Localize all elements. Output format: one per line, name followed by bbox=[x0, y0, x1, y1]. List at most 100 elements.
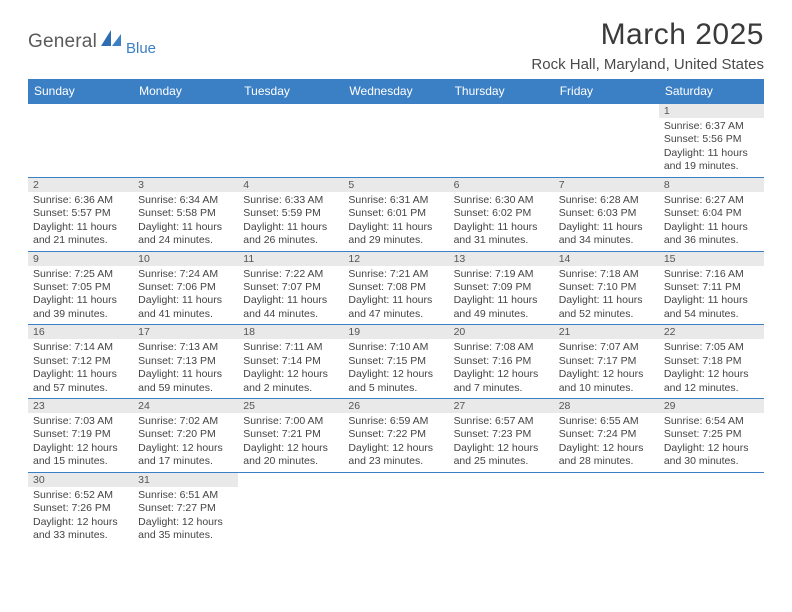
day-number-row: 23242526272829 bbox=[28, 399, 764, 414]
day-number-cell bbox=[554, 472, 659, 487]
day-number-cell: 17 bbox=[133, 325, 238, 340]
day-number-cell: 6 bbox=[449, 177, 554, 192]
day-content-cell: Sunrise: 6:54 AMSunset: 7:25 PMDaylight:… bbox=[659, 413, 764, 472]
day-content-cell bbox=[554, 487, 659, 546]
day-number-cell bbox=[343, 472, 448, 487]
day-content-cell bbox=[554, 118, 659, 177]
day-content-cell: Sunrise: 6:55 AMSunset: 7:24 PMDaylight:… bbox=[554, 413, 659, 472]
day-content-cell: Sunrise: 7:10 AMSunset: 7:15 PMDaylight:… bbox=[343, 339, 448, 398]
day-content-cell bbox=[659, 487, 764, 546]
weekday-header: Tuesday bbox=[238, 79, 343, 104]
day-content-cell: Sunrise: 6:36 AMSunset: 5:57 PMDaylight:… bbox=[28, 192, 133, 251]
day-content-cell bbox=[343, 487, 448, 546]
weekday-header: Saturday bbox=[659, 79, 764, 104]
day-content-cell: Sunrise: 7:02 AMSunset: 7:20 PMDaylight:… bbox=[133, 413, 238, 472]
weekday-header: Wednesday bbox=[343, 79, 448, 104]
day-content-cell: Sunrise: 7:18 AMSunset: 7:10 PMDaylight:… bbox=[554, 266, 659, 325]
day-number-cell: 22 bbox=[659, 325, 764, 340]
day-content-cell: Sunrise: 7:00 AMSunset: 7:21 PMDaylight:… bbox=[238, 413, 343, 472]
day-content-cell: Sunrise: 7:07 AMSunset: 7:17 PMDaylight:… bbox=[554, 339, 659, 398]
day-number-cell bbox=[449, 472, 554, 487]
day-number-cell: 9 bbox=[28, 251, 133, 266]
day-content-cell: Sunrise: 6:52 AMSunset: 7:26 PMDaylight:… bbox=[28, 487, 133, 546]
title-block: March 2025 Rock Hall, Maryland, United S… bbox=[531, 18, 764, 73]
day-content-cell: Sunrise: 7:21 AMSunset: 7:08 PMDaylight:… bbox=[343, 266, 448, 325]
day-number-cell: 4 bbox=[238, 177, 343, 192]
day-content-cell: Sunrise: 7:14 AMSunset: 7:12 PMDaylight:… bbox=[28, 339, 133, 398]
day-number-cell: 26 bbox=[343, 399, 448, 414]
day-number-cell: 23 bbox=[28, 399, 133, 414]
day-content-cell: Sunrise: 6:31 AMSunset: 6:01 PMDaylight:… bbox=[343, 192, 448, 251]
day-content-row: Sunrise: 6:36 AMSunset: 5:57 PMDaylight:… bbox=[28, 192, 764, 251]
day-number-cell: 13 bbox=[449, 251, 554, 266]
day-number-cell: 18 bbox=[238, 325, 343, 340]
day-number-cell: 16 bbox=[28, 325, 133, 340]
day-content-cell: Sunrise: 7:24 AMSunset: 7:06 PMDaylight:… bbox=[133, 266, 238, 325]
weekday-header: Thursday bbox=[449, 79, 554, 104]
day-number-cell: 12 bbox=[343, 251, 448, 266]
day-number-cell bbox=[133, 104, 238, 119]
weekday-header: Friday bbox=[554, 79, 659, 104]
weekday-header: Monday bbox=[133, 79, 238, 104]
day-number-cell bbox=[449, 104, 554, 119]
day-number-cell: 14 bbox=[554, 251, 659, 266]
day-number-row: 2345678 bbox=[28, 177, 764, 192]
day-content-cell: Sunrise: 6:57 AMSunset: 7:23 PMDaylight:… bbox=[449, 413, 554, 472]
day-content-cell: Sunrise: 6:37 AMSunset: 5:56 PMDaylight:… bbox=[659, 118, 764, 177]
day-number-cell: 30 bbox=[28, 472, 133, 487]
day-content-cell: Sunrise: 6:51 AMSunset: 7:27 PMDaylight:… bbox=[133, 487, 238, 546]
day-content-cell: Sunrise: 6:30 AMSunset: 6:02 PMDaylight:… bbox=[449, 192, 554, 251]
day-content-cell: Sunrise: 6:33 AMSunset: 5:59 PMDaylight:… bbox=[238, 192, 343, 251]
day-content-cell: Sunrise: 7:13 AMSunset: 7:13 PMDaylight:… bbox=[133, 339, 238, 398]
day-number-cell: 29 bbox=[659, 399, 764, 414]
day-content-row: Sunrise: 7:03 AMSunset: 7:19 PMDaylight:… bbox=[28, 413, 764, 472]
day-number-cell bbox=[554, 104, 659, 119]
day-content-cell: Sunrise: 7:08 AMSunset: 7:16 PMDaylight:… bbox=[449, 339, 554, 398]
day-number-row: 9101112131415 bbox=[28, 251, 764, 266]
day-number-cell: 27 bbox=[449, 399, 554, 414]
brand-sail-icon bbox=[101, 28, 123, 53]
day-number-cell bbox=[28, 104, 133, 119]
brand-main: General bbox=[28, 31, 97, 53]
brand-sub: Blue bbox=[126, 40, 156, 57]
day-content-cell: Sunrise: 7:16 AMSunset: 7:11 PMDaylight:… bbox=[659, 266, 764, 325]
day-content-row: Sunrise: 6:52 AMSunset: 7:26 PMDaylight:… bbox=[28, 487, 764, 546]
day-number-cell: 28 bbox=[554, 399, 659, 414]
day-content-row: Sunrise: 7:25 AMSunset: 7:05 PMDaylight:… bbox=[28, 266, 764, 325]
day-number-cell bbox=[238, 104, 343, 119]
day-number-cell bbox=[238, 472, 343, 487]
day-number-row: 16171819202122 bbox=[28, 325, 764, 340]
day-number-row: 3031 bbox=[28, 472, 764, 487]
weekday-header: Sunday bbox=[28, 79, 133, 104]
day-content-cell bbox=[28, 118, 133, 177]
day-number-cell: 21 bbox=[554, 325, 659, 340]
day-number-cell: 1 bbox=[659, 104, 764, 119]
day-content-row: Sunrise: 6:37 AMSunset: 5:56 PMDaylight:… bbox=[28, 118, 764, 177]
day-content-cell: Sunrise: 7:19 AMSunset: 7:09 PMDaylight:… bbox=[449, 266, 554, 325]
day-content-cell: Sunrise: 7:11 AMSunset: 7:14 PMDaylight:… bbox=[238, 339, 343, 398]
brand-logo: General Blue bbox=[28, 18, 156, 57]
day-number-cell: 10 bbox=[133, 251, 238, 266]
day-number-cell: 3 bbox=[133, 177, 238, 192]
day-number-cell: 2 bbox=[28, 177, 133, 192]
page-title: March 2025 bbox=[531, 18, 764, 52]
day-content-cell: Sunrise: 7:22 AMSunset: 7:07 PMDaylight:… bbox=[238, 266, 343, 325]
header: General Blue March 2025 Rock Hall, Maryl… bbox=[28, 18, 764, 73]
day-content-row: Sunrise: 7:14 AMSunset: 7:12 PMDaylight:… bbox=[28, 339, 764, 398]
day-number-cell: 20 bbox=[449, 325, 554, 340]
day-number-row: 1 bbox=[28, 104, 764, 119]
day-content-cell: Sunrise: 7:03 AMSunset: 7:19 PMDaylight:… bbox=[28, 413, 133, 472]
calendar-table: SundayMondayTuesdayWednesdayThursdayFrid… bbox=[28, 79, 764, 546]
day-number-cell: 15 bbox=[659, 251, 764, 266]
day-number-cell: 7 bbox=[554, 177, 659, 192]
day-number-cell: 24 bbox=[133, 399, 238, 414]
day-number-cell: 25 bbox=[238, 399, 343, 414]
day-number-cell bbox=[343, 104, 448, 119]
day-number-cell: 31 bbox=[133, 472, 238, 487]
day-content-cell: Sunrise: 6:34 AMSunset: 5:58 PMDaylight:… bbox=[133, 192, 238, 251]
day-number-cell: 5 bbox=[343, 177, 448, 192]
day-number-cell: 8 bbox=[659, 177, 764, 192]
day-number-cell bbox=[659, 472, 764, 487]
day-number-cell: 19 bbox=[343, 325, 448, 340]
day-number-cell: 11 bbox=[238, 251, 343, 266]
